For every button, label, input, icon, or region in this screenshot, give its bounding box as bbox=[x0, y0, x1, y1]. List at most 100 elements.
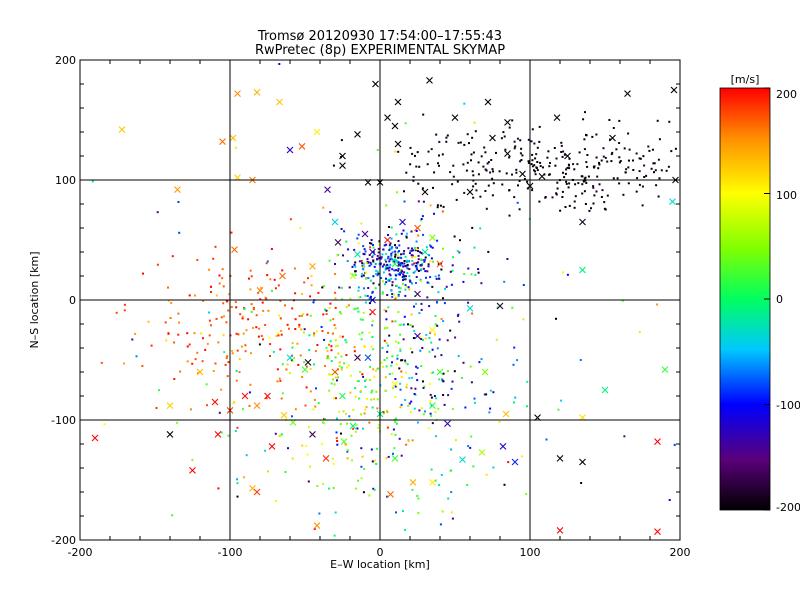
data-point-dot bbox=[422, 267, 425, 270]
data-point-dot bbox=[358, 260, 361, 263]
data-point-dot bbox=[394, 378, 397, 380]
data-point-dot bbox=[504, 148, 507, 151]
data-point-dot bbox=[405, 443, 408, 446]
data-point-dot bbox=[596, 175, 599, 178]
data-point-dot bbox=[397, 273, 400, 276]
data-point-dot bbox=[402, 273, 405, 276]
data-point-dot bbox=[434, 275, 437, 278]
data-point-dot bbox=[279, 317, 282, 320]
data-point-cross bbox=[481, 368, 489, 376]
colorbar-tick-label-0: 200 bbox=[776, 88, 797, 101]
data-point-dot bbox=[432, 371, 435, 374]
data-point-dot bbox=[401, 262, 403, 264]
data-point-dot bbox=[487, 250, 490, 253]
data-point-cross bbox=[349, 422, 357, 430]
data-point-dot bbox=[356, 237, 359, 240]
data-point-dot bbox=[345, 354, 348, 357]
chart-title: Tromsø 20120930 17:54:00–17:55:43 bbox=[257, 29, 502, 44]
data-point-dot bbox=[176, 421, 179, 424]
data-point-dot bbox=[593, 166, 596, 169]
data-point-dot bbox=[463, 191, 466, 194]
data-point-dot bbox=[323, 338, 326, 341]
data-point-dot bbox=[359, 296, 362, 299]
data-point-dot bbox=[611, 151, 614, 154]
data-point-dot bbox=[429, 400, 432, 403]
data-point-dot bbox=[420, 264, 423, 267]
data-point-dot bbox=[450, 491, 453, 494]
data-point-dot bbox=[583, 138, 586, 141]
y-tick-label-4: 200 bbox=[55, 54, 76, 67]
data-point-dot bbox=[609, 138, 611, 141]
data-point-dot bbox=[447, 370, 449, 372]
data-point-dot bbox=[372, 246, 375, 249]
data-point-dot bbox=[410, 387, 413, 390]
data-point-dot bbox=[334, 511, 337, 514]
data-point-dot bbox=[395, 259, 398, 262]
data-point-dot bbox=[279, 434, 282, 437]
data-point-dot bbox=[352, 427, 355, 430]
data-point-dot bbox=[580, 482, 583, 484]
data-point-dot bbox=[391, 295, 394, 298]
data-point-dot bbox=[394, 433, 397, 436]
data-point-cross bbox=[414, 224, 421, 232]
data-point-dot bbox=[236, 426, 239, 429]
data-point-dot bbox=[467, 301, 470, 304]
data-point-dot bbox=[424, 410, 426, 413]
data-point-dot bbox=[380, 257, 383, 260]
data-point-dot bbox=[586, 165, 589, 168]
data-point-dot bbox=[293, 357, 296, 359]
data-point-dot bbox=[279, 379, 282, 382]
data-point-dot bbox=[327, 357, 330, 360]
data-point-cross bbox=[331, 368, 339, 376]
data-point-dot bbox=[583, 190, 586, 193]
data-point-cross bbox=[466, 188, 474, 196]
data-point-dot bbox=[197, 372, 199, 375]
data-point-cross bbox=[286, 146, 294, 154]
data-point-cross bbox=[564, 152, 571, 160]
data-point-dot bbox=[560, 141, 563, 144]
data-point-cross bbox=[421, 188, 429, 196]
data-point-dot bbox=[312, 301, 315, 304]
data-point-dot bbox=[525, 493, 528, 496]
data-point-cross bbox=[556, 527, 564, 534]
data-point-dot bbox=[413, 247, 416, 249]
data-point-dot bbox=[423, 385, 426, 388]
data-point-cross bbox=[253, 402, 261, 409]
data-point-dot bbox=[214, 362, 217, 365]
data-point-dot bbox=[371, 460, 374, 463]
data-point-dot bbox=[431, 285, 434, 288]
data-point-dot bbox=[419, 349, 422, 352]
data-point-dot bbox=[563, 176, 566, 179]
data-point-dot bbox=[289, 372, 291, 374]
data-point-dot bbox=[401, 263, 404, 266]
data-point-dot bbox=[429, 244, 432, 247]
data-point-dot bbox=[485, 473, 488, 476]
data-point-dot bbox=[533, 142, 536, 145]
data-point-dot bbox=[378, 283, 381, 286]
data-point-cross bbox=[504, 119, 511, 126]
data-point-dot bbox=[360, 477, 363, 480]
data-point-dot bbox=[465, 169, 468, 172]
data-point-dot bbox=[235, 379, 238, 382]
data-point-dot bbox=[303, 361, 306, 364]
data-point-dot bbox=[356, 427, 359, 430]
data-point-dot bbox=[383, 339, 386, 342]
data-point-dot bbox=[326, 357, 329, 360]
data-point-cross bbox=[459, 456, 466, 463]
data-point-dot bbox=[470, 435, 473, 438]
data-point-dot bbox=[276, 368, 279, 371]
data-point-dot bbox=[568, 164, 570, 167]
y-axis-label: N–S location [km] bbox=[28, 251, 41, 348]
data-point-dot bbox=[366, 397, 368, 400]
data-point-dot bbox=[386, 495, 388, 498]
data-point-dot bbox=[308, 349, 311, 351]
data-point-dot bbox=[340, 286, 343, 289]
data-point-dot bbox=[651, 148, 654, 151]
data-point-dot bbox=[320, 326, 323, 328]
data-point-dot bbox=[400, 271, 403, 274]
data-point-dot bbox=[486, 162, 489, 165]
data-point-dot bbox=[366, 295, 369, 297]
data-point-dot bbox=[334, 291, 337, 294]
data-point-dot bbox=[343, 362, 346, 365]
data-point-dot bbox=[670, 150, 673, 153]
